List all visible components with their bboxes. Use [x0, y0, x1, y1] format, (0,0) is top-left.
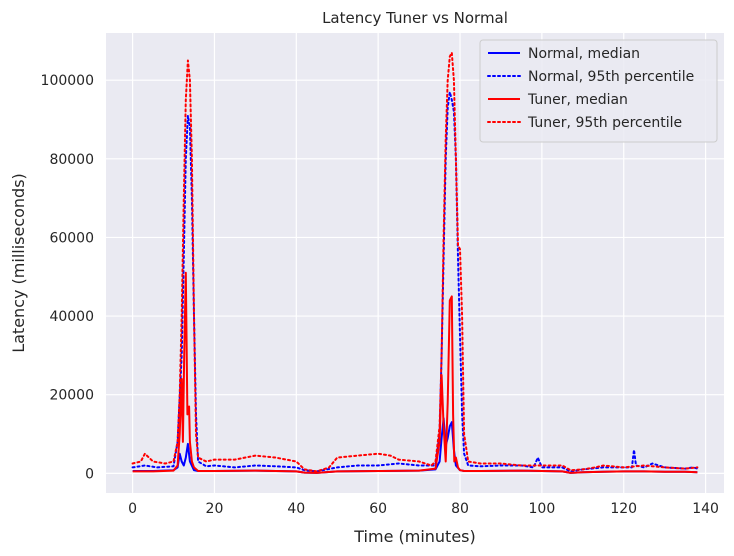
y-tick-label: 100000 [41, 73, 94, 89]
series-layer [131, 51, 699, 474]
legend-box [479, 39, 718, 143]
x-tick-label: 120 [610, 501, 637, 517]
x-tick-label: 20 [206, 501, 224, 517]
series-line-3 [132, 271, 698, 474]
series-line-4 [131, 51, 699, 473]
legend-label-2: Normal, 95th percentile [528, 69, 694, 85]
y-axis-label: Latency (milliseconds) [9, 173, 28, 353]
chart-title: Latency Tuner vs Normal [322, 9, 508, 27]
series-line-2 [131, 91, 699, 473]
y-tick-label: 60000 [49, 230, 94, 246]
x-tick-label: 80 [451, 501, 469, 517]
x-axis-label: Time (minutes) [353, 527, 476, 546]
x-tick-label: 40 [287, 501, 305, 517]
legend-label-4: Tuner, 95th percentile [527, 115, 682, 131]
x-tick-label: 140 [692, 501, 719, 517]
legend-label-1: Normal, median [528, 46, 640, 62]
y-tick-label: 40000 [49, 309, 94, 325]
y-tick-label: 20000 [49, 388, 94, 404]
tick-labels: 0 20 40 60 80 100 120 140 0 20000 40000 60000 80000 1… [41, 73, 719, 517]
x-tick-label: 100 [529, 501, 556, 517]
legend-label-3: Tuner, median [527, 92, 628, 108]
y-tick-label: 0 [85, 466, 94, 482]
x-tick-label: 0 [128, 501, 137, 517]
y-tick-label: 80000 [49, 152, 94, 168]
x-tick-label: 60 [369, 501, 387, 517]
legend: Normal, median Normal, 95th percentile Tun… [479, 39, 718, 143]
